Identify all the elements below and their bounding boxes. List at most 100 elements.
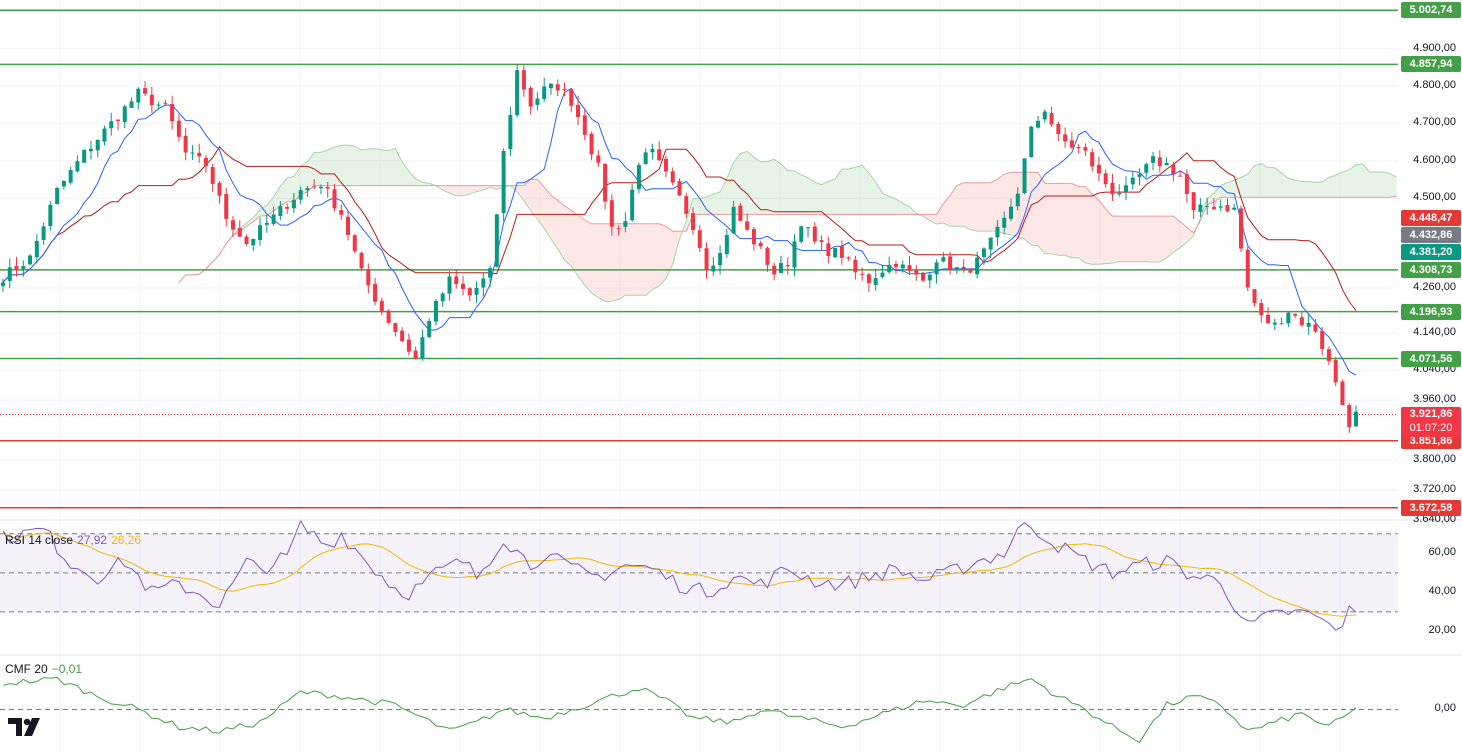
cmf-legend[interactable]: CMF 20 −0,01 (5, 662, 82, 676)
candle-body (291, 199, 296, 209)
cloud-segment (266, 197, 274, 216)
candle-body (1056, 123, 1061, 135)
cloud-segment (348, 145, 355, 186)
candle-body (1286, 312, 1291, 324)
candle-body (149, 94, 154, 106)
rsi-legend[interactable]: RSI 14 close 27,92 26,26 (5, 533, 141, 547)
cloud-segment (1389, 173, 1397, 198)
candle-body (1225, 204, 1230, 212)
candle-body (82, 149, 87, 163)
cloud-segment (591, 223, 599, 298)
candle-body (210, 167, 215, 184)
candle-body (927, 274, 932, 281)
cloud-segment (1261, 163, 1269, 198)
cloud-segment (1044, 183, 1052, 254)
cloud-segment (1125, 216, 1133, 262)
horizontal-levels[interactable] (0, 9, 1398, 509)
candle-body (48, 204, 53, 226)
level-tag: 5.002,74 (1401, 2, 1461, 19)
rsi-pane[interactable] (0, 519, 1398, 631)
candle-body (778, 263, 783, 273)
cloud-segment (963, 182, 971, 230)
candle-body (684, 196, 689, 214)
candle-body (1083, 147, 1088, 151)
cloud-segment (645, 223, 653, 296)
candle-body (1354, 411, 1358, 427)
cloud-segment (1119, 216, 1126, 262)
cloud-segment (1227, 180, 1235, 198)
candle-body (1002, 217, 1007, 228)
cloud-segment (855, 165, 863, 215)
cloud-segment (970, 182, 978, 232)
candle-body (677, 181, 682, 196)
cloud-segment (1071, 183, 1079, 258)
tradingview-logo[interactable] (8, 716, 42, 738)
candle-body (576, 104, 581, 118)
cmf-line (2, 676, 1357, 744)
candle-body (332, 189, 337, 209)
candle-body (318, 186, 323, 189)
candle-body (7, 267, 12, 281)
cloud-segment (1247, 165, 1255, 198)
candle-body (623, 221, 628, 227)
candle-body (359, 252, 364, 269)
cloud-segment (814, 182, 822, 215)
cloud-segment (1031, 172, 1039, 246)
candle-body (799, 226, 804, 242)
candle-body (1306, 322, 1311, 327)
candle-body (325, 187, 330, 189)
candle-body (1029, 126, 1034, 158)
candle-body (1042, 111, 1047, 120)
candle-body (846, 257, 851, 259)
cloud-segment (1240, 174, 1248, 198)
cloud-segment (368, 148, 376, 186)
candle-body (893, 263, 898, 267)
pane-separators (0, 519, 1462, 656)
cloud-segment (361, 149, 369, 186)
cloud-segment (1349, 164, 1356, 198)
candle-body (1232, 207, 1237, 210)
indicator-tag: 4.381,20 (1401, 243, 1461, 260)
cloud-segment (1308, 181, 1316, 198)
cloud-segment (1281, 173, 1289, 198)
candle-body (501, 151, 506, 214)
cloud-segment (868, 173, 876, 215)
cloud-segment (1186, 227, 1194, 243)
cloud-segment (706, 194, 714, 215)
cloud-segment (659, 223, 666, 286)
candle-body (1191, 192, 1196, 211)
cloud-segment (253, 209, 261, 222)
cloud-segment (605, 223, 612, 302)
rsi-ma-line (2, 530, 1357, 617)
cloud-segment (564, 205, 572, 267)
rsi-value: 27,92 (77, 533, 108, 547)
candle-body (907, 265, 912, 271)
price-tick-label: 3.800,00 (1413, 453, 1456, 466)
cloud-segment (747, 151, 754, 215)
price-tick-label: 4.260,00 (1413, 281, 1456, 294)
cloud-segment (1051, 183, 1059, 256)
candle-body (136, 88, 141, 103)
candle-body (400, 330, 405, 342)
candle-body (447, 276, 452, 294)
candlesticks[interactable] (1, 64, 1358, 433)
cloud-segment (584, 220, 592, 294)
candle-body (1238, 208, 1243, 249)
candle-body (1103, 173, 1108, 185)
candle-body (61, 180, 66, 187)
cloud-segment (625, 223, 633, 296)
candle-body (474, 288, 479, 295)
cloud-segment (402, 161, 409, 186)
cmf-pane[interactable] (0, 676, 1398, 744)
candle-body (704, 248, 709, 271)
cloud-segment (862, 165, 869, 215)
candle-body (1008, 206, 1013, 219)
cloud-segment (875, 182, 883, 215)
cloud-segment (693, 198, 700, 215)
candle-body (934, 262, 939, 275)
cloud-segment (1301, 181, 1309, 198)
cloud-segment (550, 195, 558, 249)
candle-body (535, 98, 540, 105)
candle-body (1178, 175, 1183, 177)
